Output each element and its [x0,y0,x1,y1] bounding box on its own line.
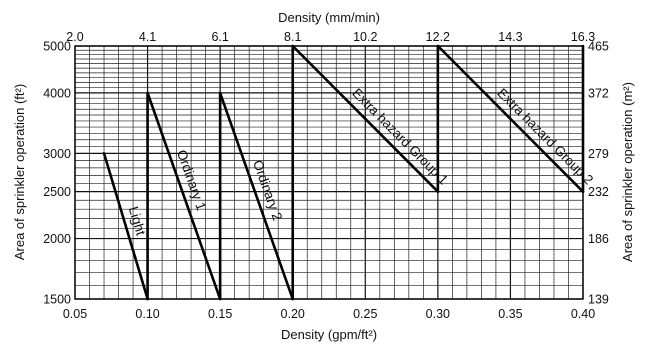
x-tick-label: 0.05 [63,307,87,321]
curve-label: Light [126,205,149,238]
tick-labels: 0.05 2.0 0.10 4.1 0.15 6.1 0.20 8.1 0.25 10.2 0.30… [43,30,609,321]
curve-line-4 [291,44,440,193]
x-tick-label-top: 2.0 [66,30,83,44]
curve-line-2 [146,91,222,301]
y-axis-title-left: Area of sprinkler operation (ft²) [12,84,27,260]
x-tick-label: 0.20 [281,307,305,321]
x-tick-label-top: 10.2 [353,30,377,44]
x-tick-label-top: 16.3 [571,30,595,44]
curves [102,44,585,301]
y-tick-label-right: 372 [588,86,609,100]
x-tick-label: 0.10 [135,307,159,321]
x-tick-label: 0.35 [498,307,522,321]
x-tick-label-top: 8.1 [284,30,301,44]
curve-line-5 [436,44,585,193]
x-axis-title-bottom: Density (gpm/ft²) [281,327,377,342]
x-tick-label: 0.40 [571,307,595,321]
curve-label: Extra hazard Group 1 [349,85,451,187]
y-tick-label: 5000 [43,40,71,54]
x-tick-label-top: 12.2 [426,30,450,44]
x-tick-label: 0.25 [353,307,377,321]
y-tick-label: 3000 [43,147,71,161]
y-tick-label: 2000 [43,232,71,246]
x-tick-label-top: 14.3 [498,30,522,44]
y-tick-label: 4000 [43,86,71,100]
x-tick-label-top: 6.1 [211,30,228,44]
y-tick-label: 2500 [43,185,71,199]
y-axis-title-right: Area of sprinkler operation (m²) [620,82,635,262]
x-tick-label: 0.30 [426,307,450,321]
y-tick-label-right: 279 [588,147,609,161]
y-tick-label-right: 465 [588,40,609,54]
curve-label: Extra hazard Group 2 [494,85,596,187]
y-tick-label-right: 139 [588,293,609,307]
y-tick-label: 1500 [43,293,71,307]
curve-line-3 [218,91,294,301]
x-tick-label-top: 4.1 [139,30,156,44]
y-tick-label-right: 186 [588,232,609,246]
x-axis-title-top: Density (mm/min) [278,10,380,25]
y-tick-label-right: 232 [588,185,609,199]
curve-line-1 [102,152,149,301]
x-tick-label: 0.15 [208,307,232,321]
